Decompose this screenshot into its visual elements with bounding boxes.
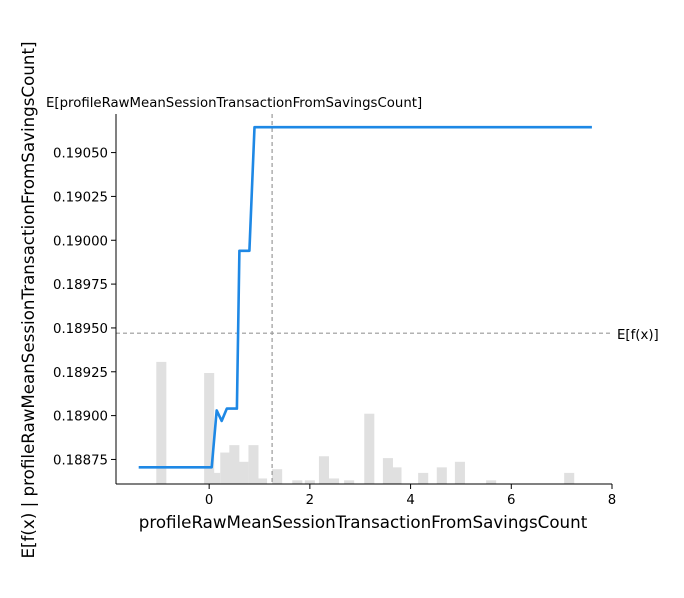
histogram-bar	[272, 469, 283, 484]
histogram-bar	[238, 461, 249, 484]
histogram-bar	[229, 445, 240, 484]
x-tick-label: 2	[306, 493, 314, 508]
y-axis-title: E[f(x) | profileRawMeanSessionTransactio…	[18, 41, 38, 558]
y-tick-label: 0.18925	[53, 366, 108, 381]
reference-lines	[116, 114, 612, 484]
histogram-bar	[391, 467, 402, 484]
series-line-group	[138, 125, 592, 469]
histogram-bar	[292, 480, 303, 484]
y-tick-label: 0.18975	[53, 278, 108, 293]
histogram-bar	[344, 480, 355, 484]
histogram-bar	[364, 413, 375, 484]
histogram-bar	[210, 472, 221, 484]
histogram-bar	[329, 478, 340, 484]
axes: 0 2 4 6 8 0.18875 0.18900 0.18925 0.18950 0.18975…	[53, 114, 616, 508]
histogram-bar	[382, 458, 393, 484]
histogram-bar	[156, 361, 167, 484]
histogram	[156, 361, 575, 484]
histogram-bar	[318, 456, 330, 484]
x-axis-title: profileRawMeanSessionTransactionFromSavi…	[139, 512, 588, 532]
y-tick-label: 0.18875	[53, 453, 108, 468]
y-tick-label: 0.19000	[53, 234, 108, 249]
x-tick-label: 8	[608, 493, 616, 508]
y-tick-label: 0.18950	[53, 322, 108, 337]
histogram-bar	[220, 452, 231, 484]
histogram-bar	[564, 472, 575, 484]
x-tick-label: 6	[507, 493, 515, 508]
y-tick-label: 0.18900	[53, 410, 108, 425]
y-tick-label: 0.19025	[53, 190, 108, 205]
histogram-bar	[436, 467, 447, 484]
expected-x-label: E[profileRawMeanSessionTransactionFromSa…	[46, 96, 422, 111]
series-line	[138, 125, 592, 469]
x-tick-label: 0	[205, 493, 213, 508]
histogram-bar	[454, 461, 465, 484]
x-tick-label: 4	[406, 493, 414, 508]
histogram-bar	[204, 373, 215, 484]
expected-value-label: E[f(x)]	[617, 328, 659, 343]
histogram-bar	[256, 478, 268, 484]
histogram-bar	[248, 445, 259, 484]
histogram-bar	[304, 480, 315, 484]
histogram-bar	[486, 480, 497, 484]
histogram-bar	[418, 472, 429, 484]
y-tick-label: 0.19050	[53, 147, 108, 162]
